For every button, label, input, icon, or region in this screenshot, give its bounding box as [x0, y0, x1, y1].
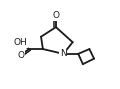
Text: N: N [60, 49, 67, 58]
Text: O: O [52, 11, 59, 20]
Text: OH: OH [14, 38, 27, 47]
Text: O: O [17, 51, 24, 60]
